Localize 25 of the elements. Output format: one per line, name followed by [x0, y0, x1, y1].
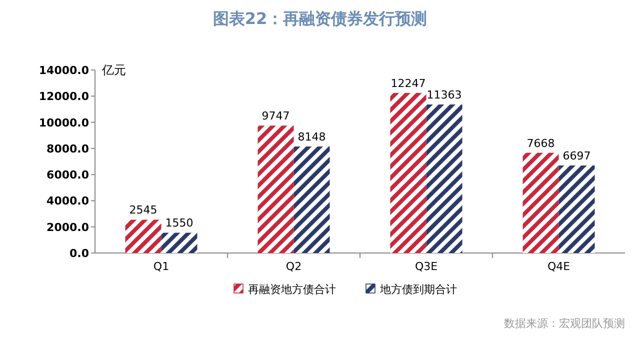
data-label: 7668 [526, 136, 555, 150]
x-tick-label: Q3E [414, 260, 438, 273]
y-tick-label: 12000.0 [38, 90, 90, 104]
data-label: 6697 [562, 149, 591, 162]
data-label: 1550 [165, 216, 194, 230]
y-tick-label: 0.0 [70, 247, 90, 260]
x-tick-label: Q2 [286, 260, 302, 273]
source-note: 数据来源：宏观团队预测 [504, 317, 625, 330]
y-tick-label: 10000.0 [38, 116, 90, 130]
data-label: 9747 [262, 110, 290, 123]
y-tick-label: 2000.0 [46, 220, 90, 234]
legend-label: 再融资地方债合计 [248, 283, 336, 296]
y-tick-label: 6000.0 [46, 168, 90, 182]
legend-label: 地方债到期合计 [379, 283, 457, 296]
y-tick-label: 8000.0 [46, 142, 90, 156]
data-label: 2545 [129, 204, 158, 217]
data-label: 11363 [426, 88, 462, 102]
x-tick-label: Q4E [547, 260, 570, 273]
title: 图表22：再融资债券发行预测 [212, 9, 428, 28]
y-tick-label: 14000.0 [38, 64, 90, 77]
y-axis-title: 亿元 [101, 63, 126, 77]
x-tick-label: Q1 [153, 260, 170, 273]
data-label: 8148 [298, 130, 326, 144]
data-label: 12247 [390, 76, 426, 90]
y-tick-label: 4000.0 [46, 194, 90, 208]
